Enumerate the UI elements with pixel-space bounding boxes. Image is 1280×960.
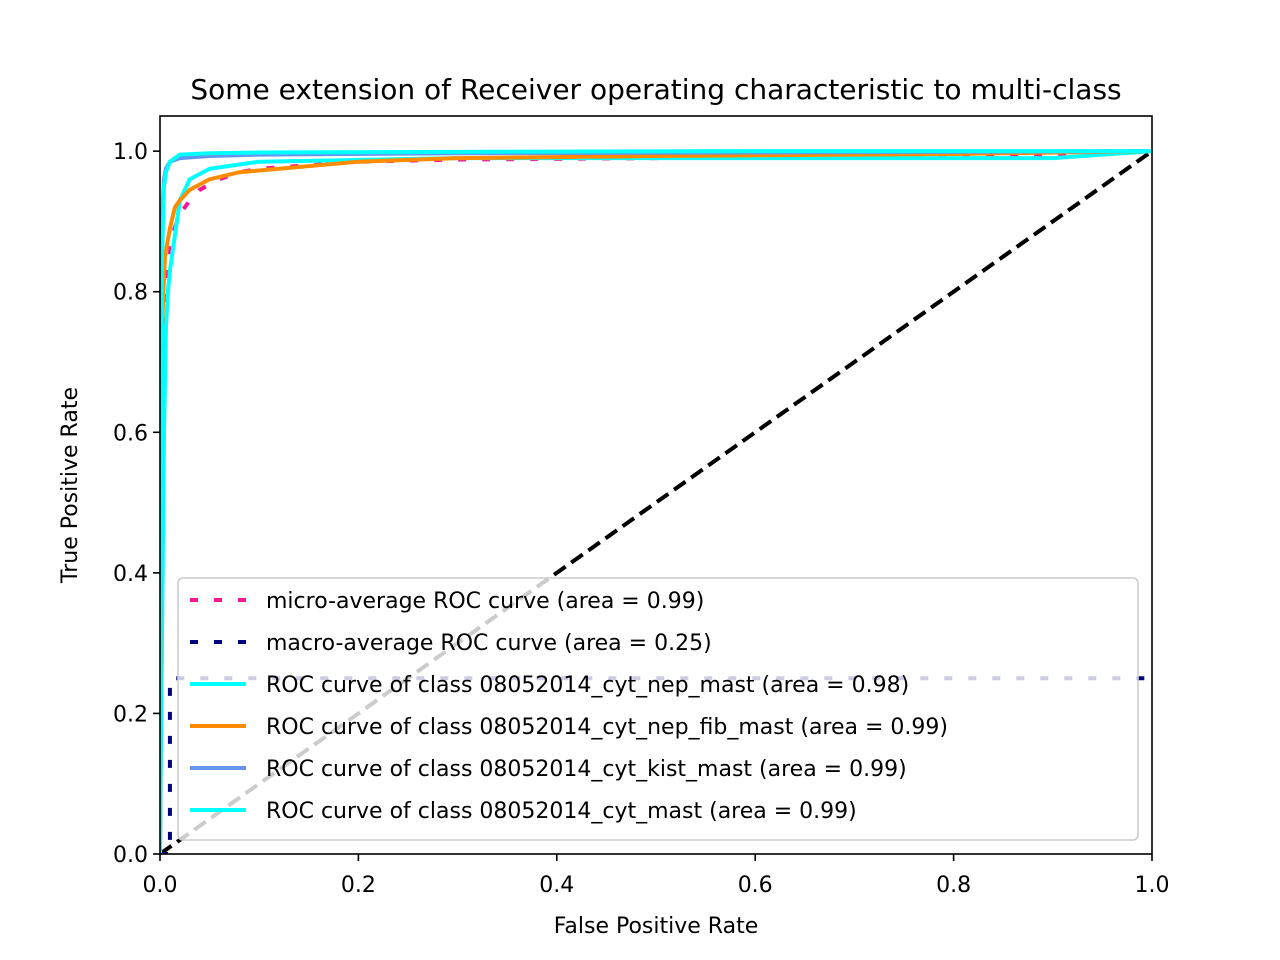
axes: 0.0 0.2 0.4 0.6 0.8 1.0 0.0 0.2 0.4 0.6 0.8 1.0 bbox=[113, 115, 1170, 898]
series-line-6 bbox=[160, 149, 1152, 854]
x-axis-label: False Positive Rate bbox=[554, 914, 758, 939]
chart-title: Some extension of Receiver operating cha… bbox=[190, 73, 1121, 106]
y-axis-label: True Positive Rate bbox=[58, 387, 83, 584]
legend-label-6: ROC curve of class 08052014_cyt_mast (ar… bbox=[266, 799, 857, 824]
series-line-4 bbox=[160, 149, 1152, 854]
legend-label-5: ROC curve of class 08052014_cyt_kist_mas… bbox=[266, 757, 907, 782]
legend-label-2: macro-average ROC curve (area = 0.25) bbox=[266, 631, 712, 656]
x-tick-label: 1.0 bbox=[1135, 873, 1170, 898]
plot-frame bbox=[159, 115, 1153, 855]
x-tick-label: 0.4 bbox=[539, 873, 574, 898]
y-tick-label: 0.0 bbox=[113, 843, 148, 868]
legend-label-3: ROC curve of class 08052014_cyt_nep_mast… bbox=[266, 673, 909, 698]
series-line-3 bbox=[160, 149, 1152, 854]
y-tick-label: 1.0 bbox=[113, 140, 148, 165]
legend: micro-average ROC curve (area = 0.99) mac… bbox=[177, 577, 1139, 841]
y-tick-label: 0.6 bbox=[113, 421, 148, 446]
legend-box bbox=[177, 577, 1139, 841]
y-tick-label: 0.2 bbox=[113, 702, 148, 727]
y-tick-label: 0.4 bbox=[113, 562, 148, 587]
legend-label-4: ROC curve of class 08052014_cyt_nep_fib_… bbox=[266, 715, 948, 740]
x-tick-label: 0.6 bbox=[738, 873, 773, 898]
legend-label-1: micro-average ROC curve (area = 0.99) bbox=[266, 589, 704, 614]
x-tick-label: 0.8 bbox=[936, 873, 971, 898]
x-tick-label: 0.0 bbox=[143, 873, 178, 898]
x-tick-label: 0.2 bbox=[341, 873, 376, 898]
y-tick-label: 0.8 bbox=[113, 281, 148, 306]
